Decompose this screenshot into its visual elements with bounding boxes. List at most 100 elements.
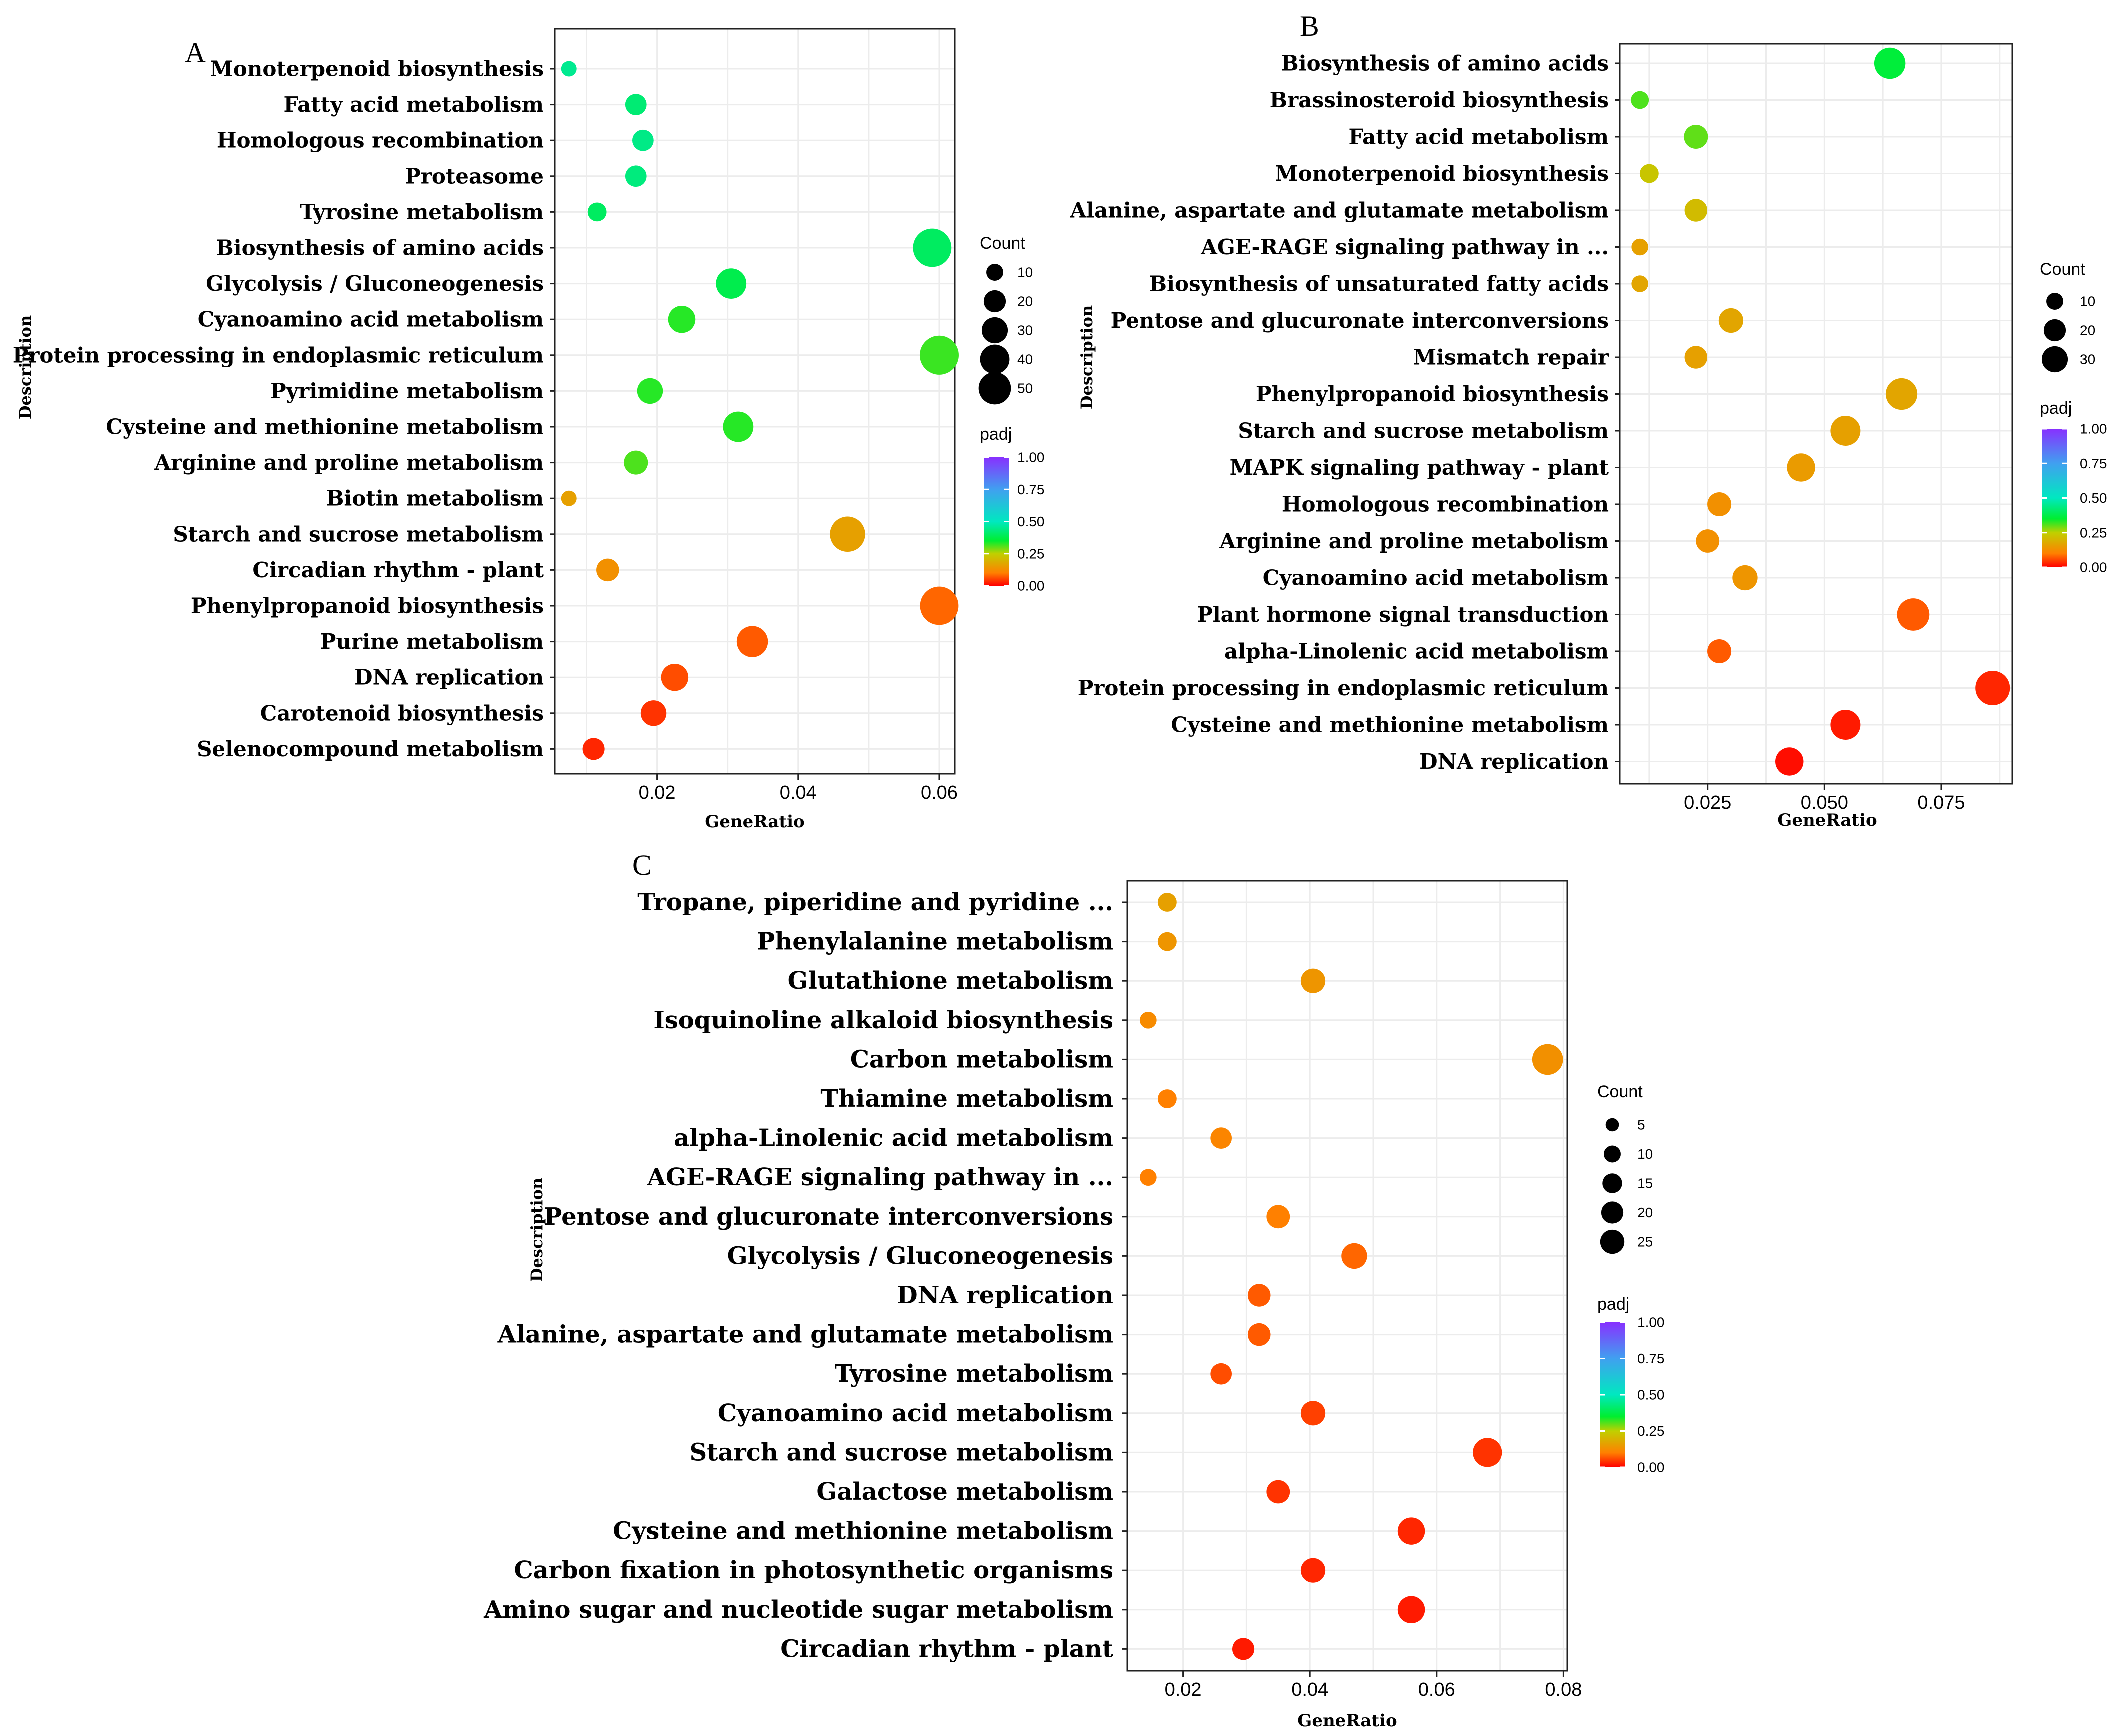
point-a-fatty-acid-metabolism <box>625 94 647 116</box>
point-c-circadian-rhythm-plant <box>1232 1638 1255 1660</box>
point-b-cysteine-and-methionine-metabolism <box>1830 710 1861 740</box>
padj-legend-a: padj 1.00 0.75 0.50 0.25 0.00 <box>980 425 1045 594</box>
point-b-protein-processing-in-endoplasmic-reticulum <box>1976 670 2010 706</box>
count-legend-label-c-5: 5 <box>1638 1118 1646 1133</box>
term-label-c-tropane-piperidine-and-pyridine: Tropane, piperidine and pyridine ... <box>638 888 1114 916</box>
y-axis-title-b: Description <box>1078 306 1096 410</box>
x-tick-label-b-1: 0.050 <box>1801 792 1848 814</box>
x-tick-label-c-0: 0.02 <box>1165 1680 1202 1700</box>
point-b-homologous-recombination <box>1708 492 1732 517</box>
padj-legend-label-b-0: 1.00 <box>2080 422 2108 437</box>
term-label-a-proteasome: Proteasome <box>405 164 544 188</box>
padj-legend-title-c: padj <box>1598 1295 1630 1314</box>
term-label-b-brassinosteroid-biosynthesis: Brassinosteroid biosynthesis <box>1270 88 1609 112</box>
count-legend-label-a-30: 30 <box>1018 323 1033 338</box>
x-axis-title-c: GeneRatio <box>1298 1711 1397 1731</box>
point-a-cysteine-and-methionine-metabolism <box>723 412 754 442</box>
count-legend-label-b-10: 10 <box>2080 294 2096 310</box>
point-a-cyanoamino-acid-metabolism <box>668 306 696 334</box>
point-c-dna-replication <box>1248 1284 1271 1307</box>
point-a-dna-replication <box>661 664 689 692</box>
point-a-proteasome <box>625 166 647 188</box>
count-legend-dot-c-10 <box>1604 1146 1621 1163</box>
term-label-b-mapk-signaling-pathway-plant: MAPK signaling pathway - plant <box>1230 456 1610 480</box>
panel-letter-a: A <box>185 36 206 69</box>
padj-legend-label-a-0: 1.00 <box>1018 450 1045 466</box>
x-tick-label-c-1: 0.04 <box>1292 1680 1328 1700</box>
count-legend-dot-a-40 <box>980 344 1010 374</box>
count-legend-label-a-40: 40 <box>1018 352 1033 368</box>
point-c-alpha-linolenic-acid-metabolism <box>1210 1128 1232 1149</box>
padj-legend-label-c-0: 1.00 <box>1638 1315 1665 1330</box>
term-label-b-plant-hormone-signal-transduction: Plant hormone signal transduction <box>1197 602 1609 627</box>
point-b-mismatch-repair <box>1684 346 1708 369</box>
term-label-a-phenylpropanoid-biosynthesis: Phenylpropanoid biosynthesis <box>191 594 544 618</box>
term-label-b-protein-processing-in-endoplasmic-reticulum: Protein processing in endoplasmic reticu… <box>1078 676 1609 700</box>
term-label-b-biosynthesis-of-amino-acids: Biosynthesis of amino acids <box>1281 52 1609 76</box>
padj-legend-label-a-1: 0.75 <box>1018 482 1045 498</box>
count-legend-dot-b-30 <box>2042 346 2068 373</box>
x-tick-label-c-2: 0.06 <box>1418 1680 1456 1700</box>
point-b-fatty-acid-metabolism <box>1684 124 1708 150</box>
point-b-plant-hormone-signal-transduction <box>1897 598 1930 631</box>
term-label-a-biotin-metabolism: Biotin metabolism <box>326 486 544 511</box>
count-legend-label-c-10: 10 <box>1638 1146 1653 1162</box>
term-label-b-alpha-linolenic-acid-metabolism: alpha-Linolenic acid metabolism <box>1224 640 1609 664</box>
point-a-biosynthesis-of-amino-acids <box>913 228 952 268</box>
panel-a: A 0.02 0.04 0.06 GeneRatio Description Monoter… <box>13 28 1045 832</box>
plot-area-b <box>1620 44 2012 784</box>
padj-legend-label-a-3: 0.25 <box>1018 546 1045 562</box>
plot-frame-b <box>1619 43 2014 785</box>
plot-frame-c <box>1126 880 1568 1672</box>
term-label-c-glycolysis-gluconeogenesis: Glycolysis / Gluconeogenesis <box>728 1242 1114 1270</box>
padj-legend-label-a-4: 0.00 <box>1018 578 1045 594</box>
term-label-a-pyrimidine-metabolism: Pyrimidine metabolism <box>270 379 544 404</box>
count-legend-label-b-30: 30 <box>2080 352 2096 368</box>
point-b-phenylpropanoid-biosynthesis <box>1886 378 1918 410</box>
term-label-c-circadian-rhythm-plant: Circadian rhythm - plant <box>780 1635 1114 1663</box>
count-legend-a: Count 10 20 30 40 50 <box>978 234 1033 405</box>
term-label-b-cysteine-and-methionine-metabolism: Cysteine and methionine metabolism <box>1171 713 1609 738</box>
term-label-a-cysteine-and-methionine-metabolism: Cysteine and methionine metabolism <box>106 415 544 440</box>
point-c-cysteine-and-methionine-metabolism <box>1398 1518 1426 1545</box>
padj-legend-label-b-1: 0.75 <box>2080 456 2108 472</box>
y-axis-title-a: Description <box>16 316 35 420</box>
term-label-a-carotenoid-biosynthesis: Carotenoid biosynthesis <box>260 701 544 726</box>
point-c-glutathione-metabolism <box>1300 968 1326 994</box>
count-legend-label-a-20: 20 <box>1018 294 1033 310</box>
point-a-starch-and-sucrose-metabolism <box>830 516 866 552</box>
term-label-a-protein-processing-in-endoplasmic-reticulum: Protein processing in endoplasmic reticu… <box>13 343 544 368</box>
point-c-carbon-metabolism <box>1532 1044 1564 1076</box>
panel-c: C 0.02 0.04 0.06 0.08 GeneRatio Description Tro… <box>484 849 1664 1731</box>
y-axis-title-c: Description <box>528 1178 546 1282</box>
point-c-pentose-and-glucuronate-interconversions <box>1266 1205 1290 1229</box>
term-label-c-pentose-and-glucuronate-interconversions: Pentose and glucuronate interconversions <box>544 1203 1114 1231</box>
point-a-tyrosine-metabolism <box>588 202 607 222</box>
padj-legend-label-b-4: 0.00 <box>2080 560 2108 576</box>
point-c-tropane-piperidine-and-pyridine <box>1158 893 1177 912</box>
point-c-tyrosine-metabolism <box>1210 1363 1232 1385</box>
point-c-thiamine-metabolism <box>1158 1090 1177 1108</box>
term-label-b-starch-and-sucrose-metabolism: Starch and sucrose metabolism <box>1238 419 1609 444</box>
count-legend-title-a: Count <box>980 234 1026 253</box>
point-c-starch-and-sucrose-metabolism <box>1473 1438 1502 1468</box>
point-a-selenocompound-metabolism <box>582 738 605 760</box>
padj-legend-label-b-3: 0.25 <box>2080 525 2108 540</box>
gridlines-a <box>555 29 955 774</box>
term-label-b-fatty-acid-metabolism: Fatty acid metabolism <box>1349 125 1609 150</box>
point-c-carbon-fixation-in-photosynthetic-organisms <box>1300 1558 1326 1583</box>
padj-legend-title-a: padj <box>980 425 1012 444</box>
point-b-age-rage-signaling-pathway-in <box>1632 238 1648 256</box>
point-a-glycolysis-gluconeogenesis <box>716 268 747 299</box>
count-legend-label-a-50: 50 <box>1018 381 1033 396</box>
term-label-b-pentose-and-glucuronate-interconversions: Pentose and glucuronate interconversions <box>1111 308 1609 333</box>
count-legend-dot-c-5 <box>1606 1118 1620 1132</box>
term-label-b-dna-replication: DNA replication <box>1420 750 1609 774</box>
term-label-a-selenocompound-metabolism: Selenocompound metabolism <box>197 737 544 762</box>
padj-legend-label-c-3: 0.25 <box>1638 1424 1665 1439</box>
term-label-c-cyanoamino-acid-metabolism: Cyanoamino acid metabolism <box>718 1400 1114 1428</box>
count-legend-c: Count 5 10 15 20 25 <box>1598 1082 1653 1254</box>
count-legend-dot-c-25 <box>1600 1230 1625 1254</box>
term-label-c-age-rage-signaling-pathway-in: AGE-RAGE signaling pathway in ... <box>647 1164 1114 1192</box>
term-label-c-starch-and-sucrose-metabolism: Starch and sucrose metabolism <box>690 1438 1114 1466</box>
